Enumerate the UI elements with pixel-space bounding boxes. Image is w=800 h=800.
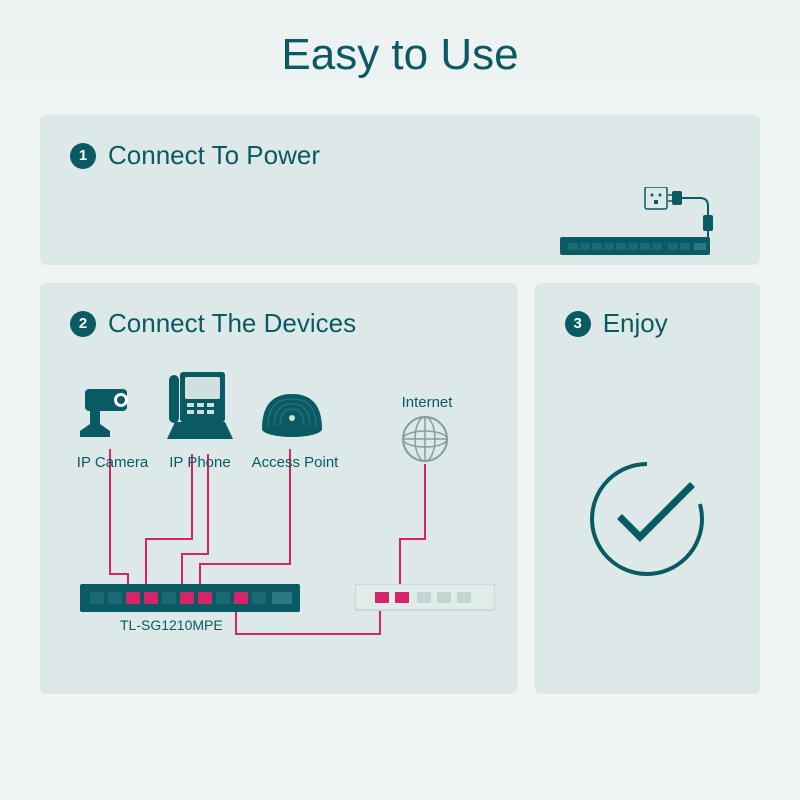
step-1-badge: 1: [70, 143, 96, 169]
connection-diagram: IP Camera IP Phone: [70, 359, 487, 669]
globe-icon: [400, 414, 450, 464]
step-3-badge: 3: [565, 311, 591, 337]
ip-camera-label: IP Camera: [70, 454, 155, 471]
step-1-title: Connect To Power: [108, 140, 320, 171]
ip-camera-icon: [75, 379, 145, 439]
internet-label: Internet: [392, 394, 462, 411]
ip-phone-icon: [165, 367, 235, 447]
step-3-panel: 3 Enjoy: [535, 283, 760, 694]
ip-phone-label: IP Phone: [165, 454, 235, 471]
step-1-panel: 1 Connect To Power: [40, 115, 760, 265]
switch-model-label: TL-SG1210MPE: [120, 617, 223, 633]
router-icon: [355, 584, 495, 614]
access-point-icon: [260, 384, 325, 439]
step-2-title: Connect The Devices: [108, 308, 356, 339]
main-switch-icon: [80, 584, 300, 614]
access-point-label: Access Point: [245, 454, 345, 471]
checkmark-icon: [582, 454, 712, 584]
step-2-badge: 2: [70, 311, 96, 337]
step-3-title: Enjoy: [603, 308, 668, 339]
page-title: Easy to Use: [40, 30, 760, 80]
power-diagram: [550, 187, 730, 257]
step-2-panel: 2 Connect The Devices: [40, 283, 517, 694]
